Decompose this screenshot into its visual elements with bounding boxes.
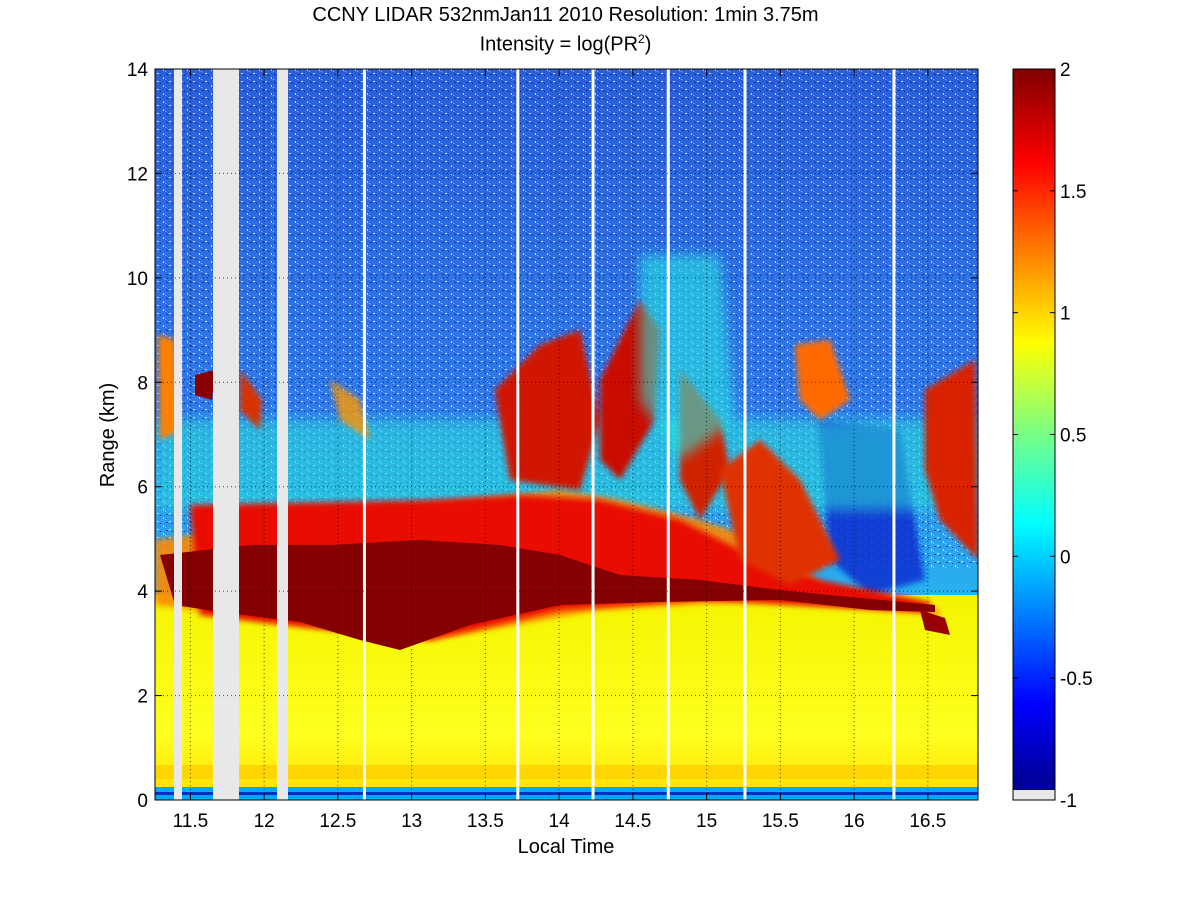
aerosol-layer (155, 595, 978, 795)
x-tick-label-5: 13.5 (467, 811, 504, 832)
colorbar-tick-label-1: -1 (1060, 791, 1077, 812)
y-tick-label-3: 4 (137, 582, 148, 603)
y-tick-label-1: 0 (137, 791, 148, 812)
plume-6 (925, 360, 978, 560)
colorbar-ticks: -1 -0.5 0 0.5 1 1.5 2 (1013, 60, 1093, 812)
y-axis-label: Range (km) (97, 383, 119, 487)
colorbar-tick-label-3: 0 (1060, 547, 1071, 568)
plume-9 (240, 370, 262, 430)
x-tick-label-6: 14 (549, 811, 571, 832)
y-tick-label-2: 2 (137, 687, 148, 708)
x-tick-label-8: 15 (696, 811, 717, 832)
heatmap-plot-area (155, 69, 978, 800)
x-axis-ticks: 11.5 12 12.5 13 13.5 14 14.5 15 15.5 16 16.5 (173, 69, 946, 832)
plume-8 (195, 370, 215, 400)
chart-title: CCNY LIDAR 532nmJan11 2010 Resolution: 1… (312, 4, 819, 26)
white-gap-6 (892, 69, 896, 800)
plume-1 (495, 330, 600, 490)
colorbar-tick-label-4: 0.5 (1060, 426, 1086, 447)
missing-data-band-3 (277, 69, 288, 800)
x-tick-label-4: 13 (401, 811, 422, 832)
chart-subtitle-superscript: 2 (638, 32, 645, 46)
chart-subtitle-close: ) (644, 33, 652, 56)
cloud-base-core (920, 610, 950, 635)
y-axis-ticks: 0 2 4 6 8 10 12 14 (127, 60, 978, 812)
white-gap-2 (516, 69, 520, 800)
missing-data-band-2 (213, 69, 239, 800)
white-gap-4 (666, 69, 670, 800)
x-tick-label-1: 11.5 (173, 811, 209, 832)
y-tick-label-6: 10 (127, 269, 148, 290)
white-gap-5 (743, 69, 747, 800)
colorbar-tick-label-2: -0.5 (1060, 669, 1093, 690)
x-tick-label-2: 12 (254, 811, 275, 832)
chart-subtitle: Intensity = log(PR2) (0, 32, 1131, 57)
colorbar-missing-swatch (1013, 790, 1055, 800)
plume-4 (720, 440, 840, 585)
x-axis-label: Local Time (518, 836, 615, 858)
colorbar-gradient (1013, 69, 1055, 790)
surface-band-dark (155, 792, 978, 795)
y-tick-label-5: 8 (137, 373, 148, 394)
plume-10 (330, 380, 370, 440)
x-tick-label-7: 14.5 (614, 811, 651, 832)
white-gap-1 (362, 69, 366, 800)
aerosol-orange-stripe (155, 765, 978, 779)
missing-data-band-1 (174, 69, 182, 800)
white-data-gaps (362, 69, 896, 800)
x-tick-label-11: 16.5 (909, 811, 946, 832)
plume-5 (795, 340, 850, 420)
chart-subtitle-text: Intensity = log(PR (479, 33, 639, 56)
upper-cyan-region (640, 255, 735, 460)
x-tick-label-10: 16 (844, 811, 865, 832)
x-tick-label-3: 12.5 (319, 811, 356, 832)
y-tick-label-8: 14 (127, 60, 149, 81)
x-tick-label-9: 15.5 (762, 811, 799, 832)
y-tick-label-4: 6 (137, 478, 148, 499)
colorbar-tick-label-5: 1 (1060, 304, 1071, 325)
cloud-dark-core (160, 540, 935, 650)
colorbar-tick-label-7: 2 (1060, 60, 1071, 81)
y-tick-label-7: 12 (127, 164, 148, 185)
white-gap-3 (591, 69, 595, 800)
colorbar-tick-label-6: 1.5 (1060, 182, 1086, 203)
plot-frame (154, 68, 979, 801)
